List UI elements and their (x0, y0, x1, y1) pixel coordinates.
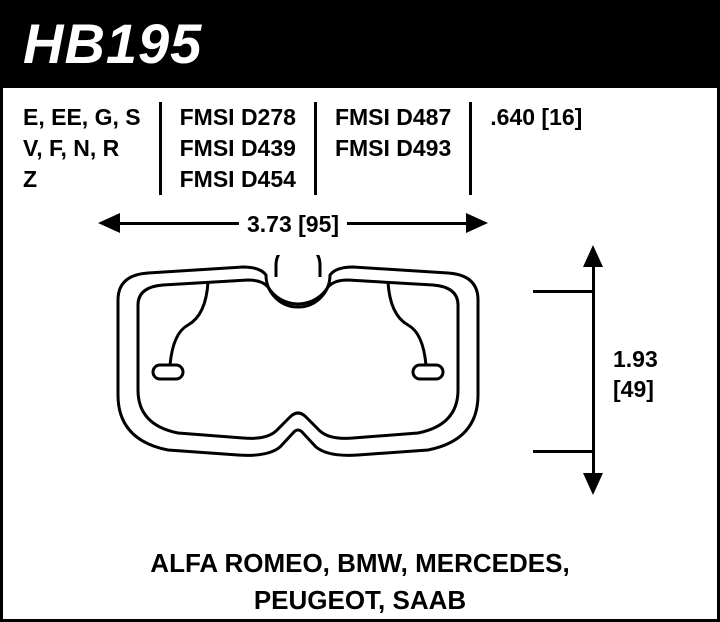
spec-text: FMSI D278 (180, 102, 296, 133)
footer-line: PEUGEOT, SAAB (23, 582, 697, 618)
diagram-area: 3.73 [95] 1.93 [49] (3, 205, 717, 545)
height-mm: [49] (613, 375, 658, 405)
spec-text: E, EE, G, S (23, 102, 141, 133)
arrow-left-icon (98, 213, 120, 233)
height-in: 1.93 (613, 345, 658, 375)
applications-footer: ALFA ROMEO, BMW, MERCEDES, PEUGEOT, SAAB (3, 545, 717, 618)
arrow-up-icon (583, 245, 603, 267)
part-number-title: HB195 (23, 11, 697, 76)
width-dimension: 3.73 [95] (98, 213, 488, 233)
spec-text: V, F, N, R (23, 133, 141, 164)
spec-fmsi-b: FMSI D487 FMSI D493 (317, 102, 472, 195)
spec-compounds: E, EE, G, S V, F, N, R Z (23, 102, 162, 195)
spec-text: FMSI D493 (335, 133, 451, 164)
spec-text: Z (23, 164, 141, 195)
height-dimension (583, 245, 603, 495)
arrow-down-icon (583, 473, 603, 495)
width-label: 3.73 [95] (239, 211, 347, 238)
spec-text: FMSI D487 (335, 102, 451, 133)
specs-row: E, EE, G, S V, F, N, R Z FMSI D278 FMSI … (3, 88, 717, 205)
brake-pad-drawing (98, 255, 498, 485)
dim-line (592, 267, 595, 473)
spec-text: FMSI D454 (180, 164, 296, 195)
spec-text: FMSI D439 (180, 133, 296, 164)
header-bar: HB195 (3, 3, 717, 88)
spec-text: .640 [16] (490, 102, 582, 133)
spec-fmsi-a: FMSI D278 FMSI D439 FMSI D454 (162, 102, 317, 195)
footer-line: ALFA ROMEO, BMW, MERCEDES, (23, 545, 697, 581)
height-label: 1.93 [49] (613, 345, 658, 405)
spec-thickness: .640 [16] (472, 102, 600, 195)
arrow-right-icon (466, 213, 488, 233)
